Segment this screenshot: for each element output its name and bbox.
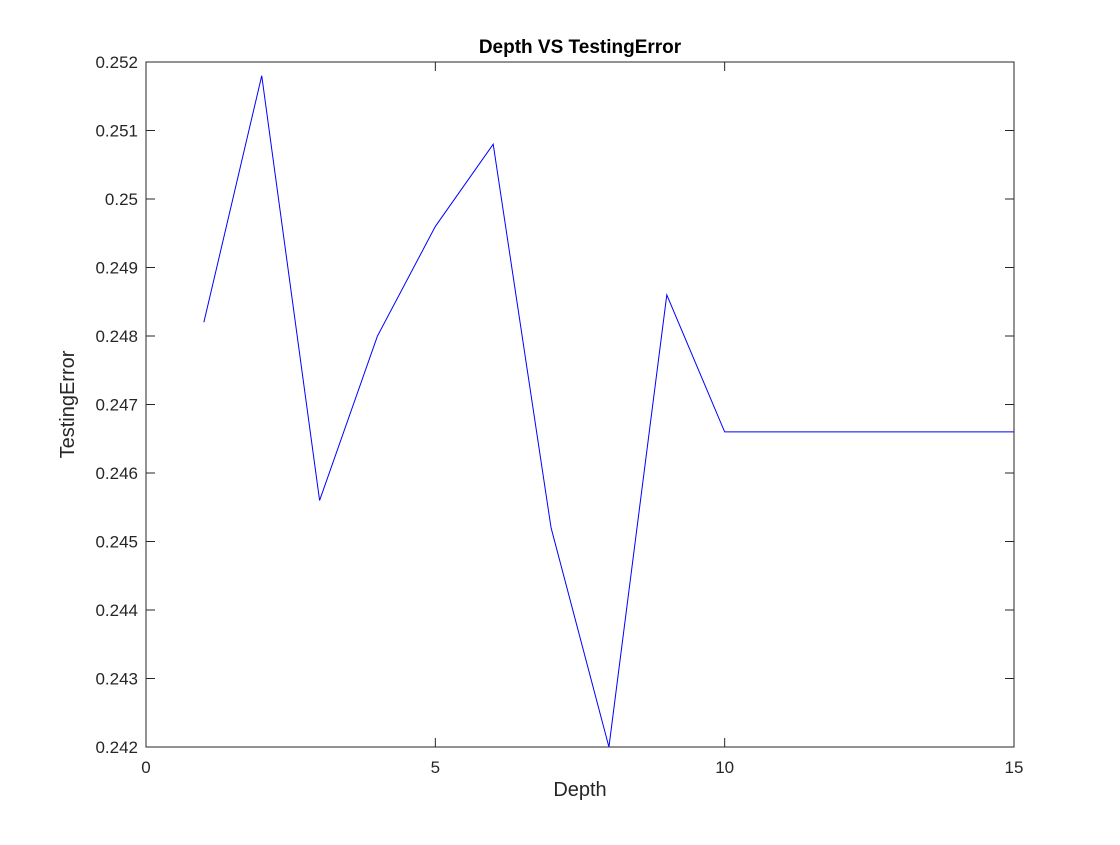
chart-title: Depth VS TestingError xyxy=(479,37,682,58)
y-axis-title: TestingError xyxy=(57,350,79,458)
plot-area xyxy=(146,62,1014,747)
y-tick-label: 0.249 xyxy=(95,259,138,278)
y-tick-label: 0.251 xyxy=(95,122,138,141)
x-axis-title: Depth xyxy=(553,779,606,801)
y-tick-label: 0.242 xyxy=(95,738,138,757)
x-tick-label: 0 xyxy=(141,758,150,777)
y-tick-label: 0.247 xyxy=(95,396,138,415)
x-tick-label: 5 xyxy=(431,758,440,777)
x-tick-label: 15 xyxy=(1005,758,1024,777)
y-tick-label: 0.244 xyxy=(95,601,138,620)
y-tick-label: 0.248 xyxy=(95,327,138,346)
y-tick-label: 0.245 xyxy=(95,533,138,552)
tick-labels: 0 5 10 15 0.242 0.243 0.244 0.245 0.246 0.247 0.24… xyxy=(95,53,1023,777)
axes-box xyxy=(145,61,1015,748)
y-tick-label: 0.252 xyxy=(95,53,138,72)
x-tick-label: 10 xyxy=(715,758,734,777)
y-tick-label: 0.25 xyxy=(105,190,138,209)
y-tick-label: 0.246 xyxy=(95,464,138,483)
y-tick-label: 0.243 xyxy=(95,670,138,689)
